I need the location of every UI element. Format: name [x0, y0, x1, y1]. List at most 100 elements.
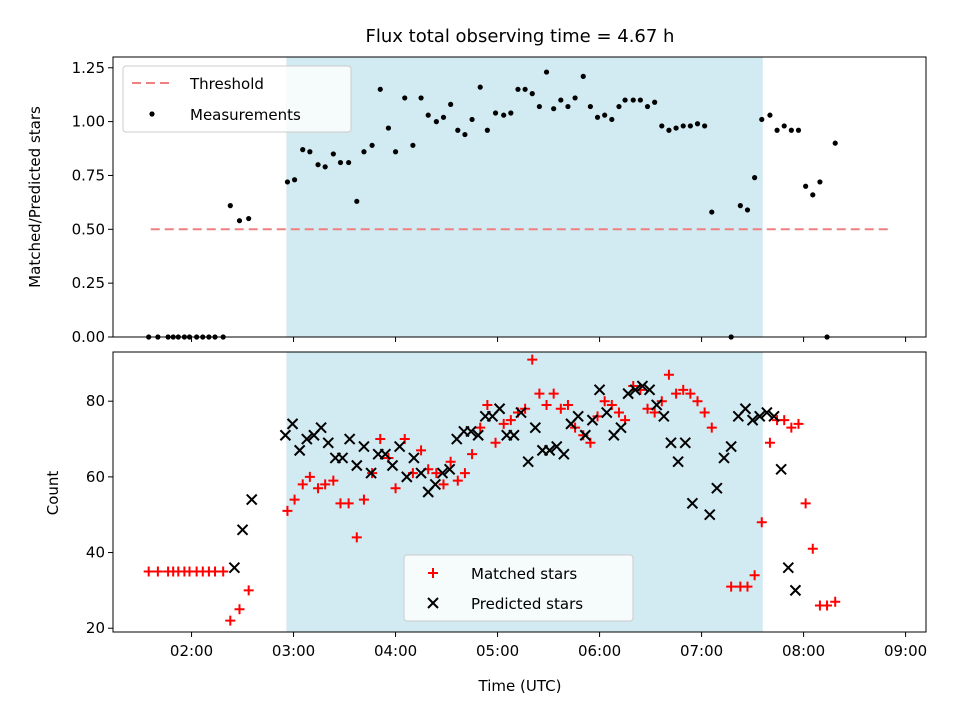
measurement-point	[515, 86, 521, 92]
matched-stars-point	[635, 384, 646, 395]
matched-stars-point	[416, 445, 427, 456]
predicted-stars-point	[650, 399, 663, 411]
y-tick-label: 0.00	[72, 328, 105, 346]
x-tick-label: 06:00	[578, 642, 621, 660]
predicted-stars-point	[775, 463, 787, 476]
measurement-point	[652, 99, 658, 105]
matched-stars-point	[800, 498, 811, 509]
measurement-point	[354, 198, 360, 204]
measurement-point	[369, 142, 375, 148]
matched-stars-point	[452, 475, 463, 486]
measurement-point	[418, 95, 424, 101]
matched-stars-point	[328, 475, 339, 486]
measurement-point	[580, 73, 586, 79]
measurement-point	[392, 149, 399, 155]
measurement-point	[788, 127, 794, 133]
measurement-point	[594, 114, 601, 120]
matched-stars-point	[438, 479, 449, 490]
predicted-stars-point	[593, 384, 606, 396]
matched-stars-point	[475, 422, 486, 433]
predicted-stars-point	[636, 380, 649, 392]
measurement-point	[385, 125, 392, 131]
predicted-stars-point	[246, 493, 258, 506]
y-tick-label: 0.25	[72, 274, 105, 292]
predicted-stars-point	[572, 410, 584, 423]
x-tick-label: 07:00	[680, 642, 723, 660]
matched-stars-point	[793, 418, 804, 429]
matched-stars-point	[541, 399, 552, 410]
matched-stars-point	[297, 479, 308, 490]
matched-stars-point	[351, 532, 362, 543]
predicted-stars-point	[365, 467, 377, 479]
measurement-point	[558, 97, 564, 103]
matched-stars-point	[289, 494, 300, 505]
matched-stars-point	[243, 585, 254, 596]
matched-stars-point	[548, 388, 559, 399]
x-tick-label: 02:00	[170, 642, 213, 660]
measurement-point	[810, 192, 816, 198]
predicted-stars-point	[629, 384, 641, 396]
legend-matched-label: Matched stars	[471, 565, 577, 583]
count-panel: 20 40 60 80 02:00 03:00 04:00 05:00 06:00 07:00 08…	[86, 351, 927, 660]
matched-stars-point	[830, 596, 841, 607]
x-tick-label: 08:00	[782, 642, 825, 660]
measurement-point	[462, 131, 468, 138]
measurement-point	[744, 207, 751, 213]
measurement-point	[644, 103, 651, 110]
predicted-stars-point	[679, 437, 691, 449]
measurement-point	[346, 159, 352, 166]
predicted-stars-point	[336, 452, 349, 464]
matched-stars-point	[445, 456, 456, 467]
predicted-stars-point	[725, 440, 737, 453]
legend-measurements-label: Measurements	[190, 106, 301, 124]
predicted-stars-point	[782, 561, 794, 574]
y-tick-label: 60	[86, 468, 105, 486]
y-tick-label: 0.50	[72, 220, 105, 238]
matched-stars-point	[358, 494, 369, 505]
predicted-stars-point	[415, 467, 427, 479]
measurement-point	[284, 179, 291, 185]
predicted-stars-point	[754, 410, 766, 423]
predicted-stars-point	[429, 478, 442, 491]
measurement-point	[455, 127, 461, 133]
measurement-point	[602, 112, 608, 118]
matched-stars-point	[649, 407, 660, 418]
y-tick-label: 40	[86, 544, 105, 562]
measurement-point	[315, 162, 321, 168]
measurement-point	[330, 151, 336, 157]
legend-predicted-label: Predicted stars	[471, 595, 583, 613]
predicted-stars-point	[579, 429, 592, 441]
matched-stars-point	[706, 422, 717, 433]
chart-title: Flux total observing time = 4.67 h	[366, 26, 675, 47]
measurement-point	[680, 123, 686, 129]
predicted-stars-point	[286, 418, 299, 430]
x-tick-label: 03:00	[272, 642, 315, 660]
axes-frame	[112, 56, 927, 338]
predicted-stars-point	[401, 471, 413, 483]
predicted-stars-point	[789, 584, 802, 597]
matched-stars-point	[555, 403, 566, 414]
matched-stars-point	[498, 418, 509, 429]
measurement-point	[492, 110, 499, 116]
predicted-stars-point	[472, 429, 484, 441]
measurement-point	[630, 97, 636, 103]
measurement-point	[440, 114, 447, 120]
matched-stars-point	[527, 354, 538, 365]
measurement-point	[361, 149, 367, 155]
measurement-point	[236, 218, 243, 224]
measurement-point	[572, 95, 578, 101]
measurement-point	[659, 123, 665, 129]
predicted-stars-point	[686, 497, 699, 510]
matched-stars-point	[742, 581, 753, 592]
legend-threshold-label: Threshold	[189, 75, 264, 93]
matched-stars-point	[749, 570, 760, 581]
legend-matched-swatch	[428, 568, 438, 578]
predicted-stars-point	[768, 410, 780, 423]
measurement-point	[246, 215, 252, 222]
measurement-point	[227, 203, 233, 209]
y-tick-label: 0.75	[72, 166, 105, 184]
count-y-axis-label: Count	[44, 471, 62, 516]
measurement-point	[477, 84, 483, 90]
matched-stars-point	[599, 396, 610, 407]
